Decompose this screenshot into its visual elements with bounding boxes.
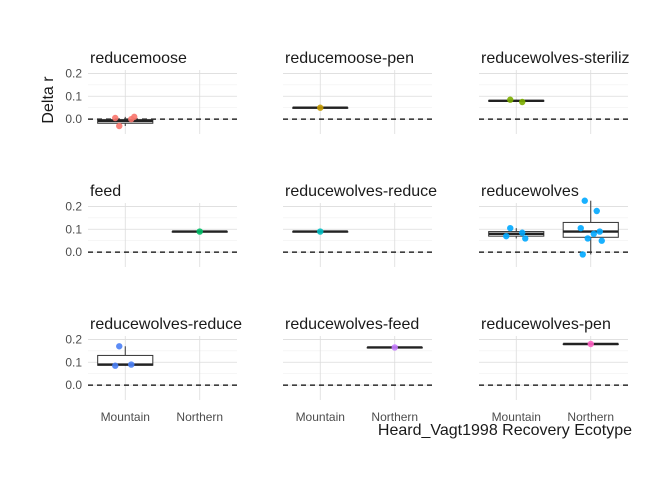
panel-title: reducewolves-feed xyxy=(285,316,419,333)
data-point xyxy=(581,197,588,204)
panel-title: reducewolves-pen xyxy=(481,316,611,333)
x-tick-label: Northern xyxy=(567,410,614,424)
data-point xyxy=(317,228,324,235)
y-tick-label: 0.2 xyxy=(65,199,82,213)
data-point xyxy=(391,344,398,351)
data-point xyxy=(579,251,586,258)
data-point xyxy=(112,362,119,369)
y-tick-label: 0.2 xyxy=(65,66,82,80)
panel-title: reducewolves-reduce xyxy=(285,183,437,200)
data-point xyxy=(317,104,324,111)
data-point xyxy=(131,113,138,121)
facet-panel: reducemoose-pen xyxy=(283,50,432,134)
facet-panel: reducewolves-steriliz xyxy=(479,50,630,134)
data-point xyxy=(522,235,529,242)
data-point xyxy=(593,207,600,215)
data-point xyxy=(519,98,526,106)
panel-title: reducewolves xyxy=(481,183,579,200)
data-point xyxy=(584,235,591,242)
y-tick-label: 0.0 xyxy=(65,245,82,259)
x-tick-label: Northern xyxy=(176,410,223,424)
data-point xyxy=(598,237,605,244)
panel-title: reducewolves-steriliz xyxy=(481,50,630,67)
data-point xyxy=(128,361,135,368)
data-point xyxy=(503,232,510,240)
data-point xyxy=(519,229,526,236)
y-axis-label: Delta r xyxy=(40,76,57,124)
y-tick-label: 0.2 xyxy=(65,332,82,346)
panel-title: reducemoose-pen xyxy=(285,50,414,67)
y-tick-label: 0.1 xyxy=(65,222,82,236)
x-tick-label: Northern xyxy=(371,410,418,424)
y-tick-label: 0.0 xyxy=(65,112,82,126)
data-point xyxy=(590,230,597,238)
facet-panel: reducemoose 0.0 0.1 0.2 xyxy=(65,50,237,134)
y-tick-label: 0.0 xyxy=(65,378,82,392)
y-tick-label: 0.1 xyxy=(65,355,82,369)
data-point xyxy=(196,228,203,235)
facet-panel: reducewolves-reduce xyxy=(283,183,437,267)
y-tick-label: 0.1 xyxy=(65,89,82,103)
facet-panel: reducewolves-feed Mountain Northern xyxy=(283,316,432,424)
facet-panel: reducewolves-reduce 0.0 0.1 0.2 Mountain Nort… xyxy=(65,316,242,424)
facet-panels: reducemoose 0.0 0.1 0.2 reducemoose-pen reduc… xyxy=(65,50,629,424)
panel-title: feed xyxy=(90,183,121,200)
facet-panel: reducewolves-pen Mountain Northern xyxy=(479,316,628,424)
data-point xyxy=(112,114,119,122)
facet-panel: feed 0.0 0.1 0.2 xyxy=(65,183,237,267)
data-point xyxy=(587,340,594,348)
data-point xyxy=(116,343,123,350)
x-axis-label: Heard_Vagt1998 Recovery Ecotype xyxy=(378,422,632,439)
panel-title: reducewolves-reduce xyxy=(90,316,242,333)
data-point xyxy=(577,224,584,232)
data-point xyxy=(507,224,514,232)
data-point xyxy=(596,228,603,235)
box-iqr xyxy=(562,221,619,238)
data-point xyxy=(507,96,514,103)
x-tick-label: Mountain xyxy=(296,410,345,424)
x-tick-label: Mountain xyxy=(101,410,150,424)
x-tick-label: Mountain xyxy=(492,410,541,424)
facet-panel: reducewolves xyxy=(479,183,628,267)
panel-title: reducemoose xyxy=(90,50,187,67)
data-point xyxy=(116,122,123,130)
